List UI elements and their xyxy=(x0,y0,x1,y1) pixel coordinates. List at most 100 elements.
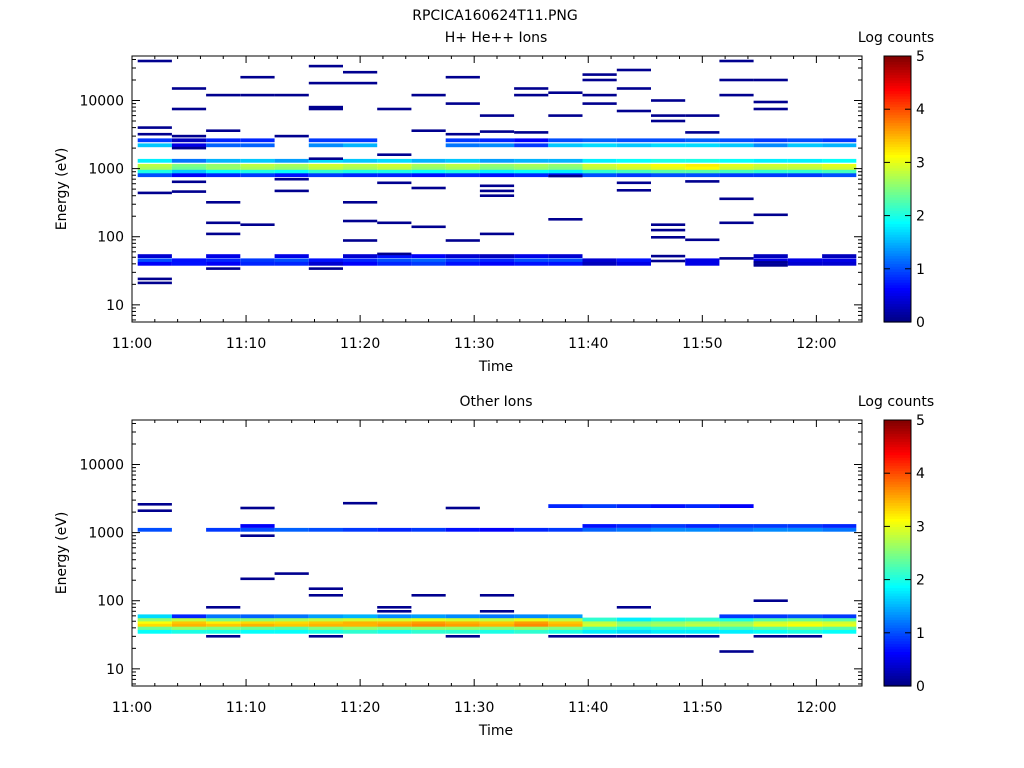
heatmap-cell xyxy=(787,166,823,171)
heatmap-cell xyxy=(616,181,651,185)
heatmap-cell xyxy=(651,524,686,528)
heatmap-cell xyxy=(240,623,275,628)
colorbar-segment xyxy=(884,87,911,92)
heatmap-cell xyxy=(719,527,754,532)
colorbar-segment xyxy=(884,162,911,166)
heatmap-cell xyxy=(753,138,788,143)
heatmap-cell xyxy=(445,629,480,634)
heatmap-cell xyxy=(377,623,412,628)
colorbar-segment xyxy=(884,130,911,134)
colorbar-segment xyxy=(884,542,911,546)
colorbar-tick-label: 4 xyxy=(916,102,925,118)
heatmap-cell xyxy=(548,169,583,174)
heatmap-cell xyxy=(651,114,686,117)
heatmap-cell xyxy=(616,626,651,631)
heatmap-cell xyxy=(445,138,480,143)
heatmap-cell xyxy=(548,91,583,94)
colorbar-segment xyxy=(884,194,911,198)
heatmap-cell xyxy=(206,138,241,143)
heatmap-cell xyxy=(548,114,583,117)
heatmap-cell xyxy=(411,163,446,168)
colorbar-segment xyxy=(884,95,911,100)
heatmap-cell xyxy=(411,186,446,190)
heatmap-cell xyxy=(753,599,788,602)
colorbar-segment xyxy=(884,165,911,169)
heatmap-cell xyxy=(137,169,172,174)
heatmap-cell xyxy=(240,506,275,510)
heatmap-cell xyxy=(548,614,583,619)
heatmap-cell xyxy=(479,158,515,163)
colorbar-segment xyxy=(884,624,911,629)
heatmap-cell xyxy=(274,169,309,174)
colorbar-segment xyxy=(884,127,911,132)
colorbar-tick-label: 2 xyxy=(916,209,925,225)
heatmap-cell xyxy=(787,158,823,163)
heatmap-cell xyxy=(479,614,515,619)
heatmap-cell xyxy=(651,223,686,226)
colorbar-segment xyxy=(884,521,911,525)
heatmap-cell xyxy=(206,93,241,97)
heatmap-cell xyxy=(343,527,378,532)
heatmap-cell xyxy=(822,173,857,178)
heatmap-cell xyxy=(377,617,412,622)
colorbar-segment xyxy=(884,462,911,466)
heatmap-cell xyxy=(240,75,275,79)
colorbar-segment xyxy=(884,159,911,163)
heatmap-cell xyxy=(308,138,343,143)
colorbar-segment xyxy=(884,284,911,289)
x-tick-label: 11:00 xyxy=(112,336,152,352)
heatmap-cell xyxy=(548,174,583,178)
heatmap-cell xyxy=(582,258,617,263)
colorbar-segment xyxy=(884,292,911,296)
heatmap-cell xyxy=(787,261,823,266)
heatmap-cell xyxy=(445,527,480,532)
heatmap-cell xyxy=(685,623,720,628)
y-axis-label: Energy (eV) xyxy=(54,148,70,231)
heatmap-cell xyxy=(377,181,412,185)
heatmap-cell xyxy=(787,614,823,619)
heatmap-cell xyxy=(582,504,617,508)
colorbar-segment xyxy=(884,497,911,501)
colorbar-segment xyxy=(884,191,911,195)
colorbar: 0 1 2 3 4 5 xyxy=(883,49,925,331)
heatmap-cell xyxy=(137,617,172,622)
heatmap-cell xyxy=(582,158,617,163)
colorbar-segment xyxy=(884,93,911,97)
heatmap-cell xyxy=(343,138,378,143)
heatmap-cell xyxy=(240,527,275,532)
colorbar-segment xyxy=(884,478,911,482)
heatmap-cell xyxy=(274,163,309,168)
heatmap-cell xyxy=(822,261,857,266)
heatmap-cell xyxy=(137,509,172,512)
heatmap-cell xyxy=(582,173,617,178)
heatmap-cell xyxy=(548,626,583,631)
x-tick-label: 11:40 xyxy=(568,336,608,352)
heatmap-cell xyxy=(651,99,686,102)
heatmap-cell xyxy=(171,134,207,138)
colorbar-segment xyxy=(884,258,911,262)
heatmap-cell xyxy=(822,617,857,622)
colorbar-segment xyxy=(884,553,911,557)
heatmap-cell xyxy=(822,629,857,634)
heatmap-cell xyxy=(753,264,788,267)
heatmap-cell xyxy=(616,623,651,628)
y-tick-label: 100 xyxy=(97,230,124,246)
heatmap-cell xyxy=(616,143,651,148)
heatmap-cell xyxy=(787,173,823,178)
heatmap-cell xyxy=(685,166,720,171)
heatmap-cell xyxy=(343,81,378,85)
heatmap-cell xyxy=(308,258,343,263)
heatmap-cell xyxy=(582,163,617,168)
heatmap-cell xyxy=(685,524,720,528)
heatmap-cell xyxy=(171,623,207,628)
colorbar-segment xyxy=(884,215,911,219)
heatmap-cell xyxy=(719,166,754,171)
heatmap-cell xyxy=(274,254,309,258)
colorbar-segment xyxy=(884,515,911,520)
heatmap-cell xyxy=(206,629,241,634)
colorbar-segment xyxy=(884,247,911,251)
colorbar-segment xyxy=(884,223,911,227)
heatmap-cell xyxy=(240,617,275,622)
colorbar-segment xyxy=(884,475,911,480)
